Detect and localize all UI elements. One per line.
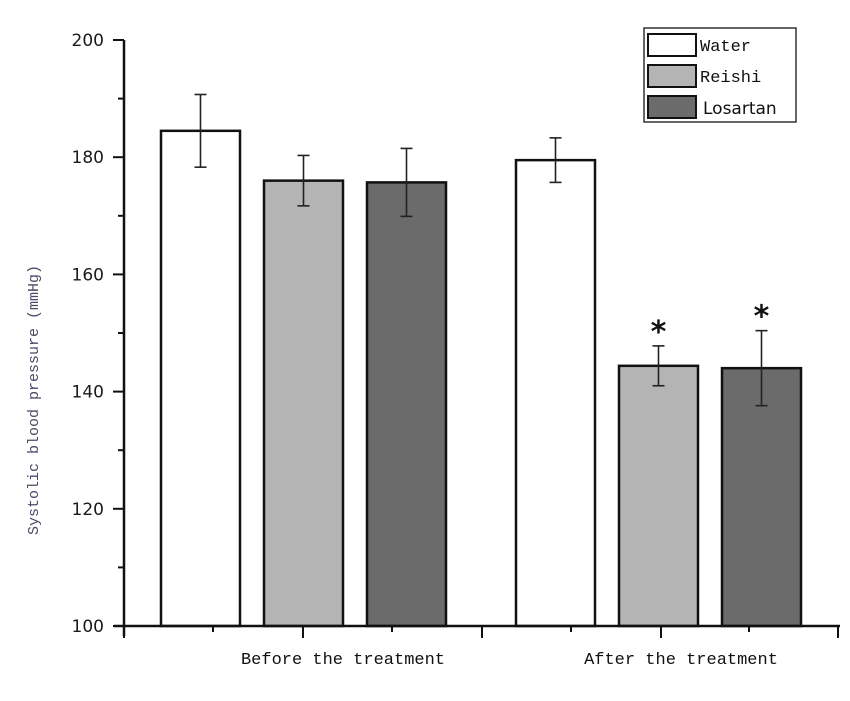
- legend: Water Reishi Losartan: [643, 27, 797, 123]
- significance-marker-losartan-after: *: [754, 300, 770, 335]
- legend-swatch-losartan: [647, 95, 697, 119]
- bar-reishi-after: [617, 364, 700, 628]
- y-tick-label: 120: [72, 500, 104, 520]
- significance-marker-reishi-after: *: [651, 315, 667, 350]
- legend-label-reishi: Reishi: [700, 69, 761, 88]
- x-ticks: [123, 626, 839, 638]
- bar-losartan-after: [720, 366, 803, 628]
- category-label-before: Before the treatment: [241, 651, 445, 670]
- legend-swatch-water: [647, 33, 697, 57]
- y-tick-label: 100: [72, 617, 104, 637]
- bar-reishi-before: [262, 179, 345, 628]
- y-axis-label: Systolic blood pressure (mmHg): [26, 265, 43, 535]
- axes-layer: [114, 40, 840, 636]
- y-tick-label: 160: [72, 265, 104, 285]
- bars-layer: * *: [159, 93, 803, 628]
- y-tick-label: 140: [72, 383, 104, 403]
- legend-label-water: Water: [700, 38, 751, 57]
- legend-label-losartan: Losartan: [703, 99, 777, 119]
- legend-swatch-reishi: [647, 64, 697, 88]
- y-tick-label: 200: [72, 31, 104, 51]
- bar-water-before: [159, 129, 242, 628]
- y-ticks: 100 120 140 160 180 200: [72, 31, 124, 637]
- category-label-after: After the treatment: [584, 651, 778, 670]
- y-tick-label: 180: [72, 148, 104, 168]
- bar-water-after: [514, 158, 597, 628]
- bar-losartan-before: [365, 181, 448, 628]
